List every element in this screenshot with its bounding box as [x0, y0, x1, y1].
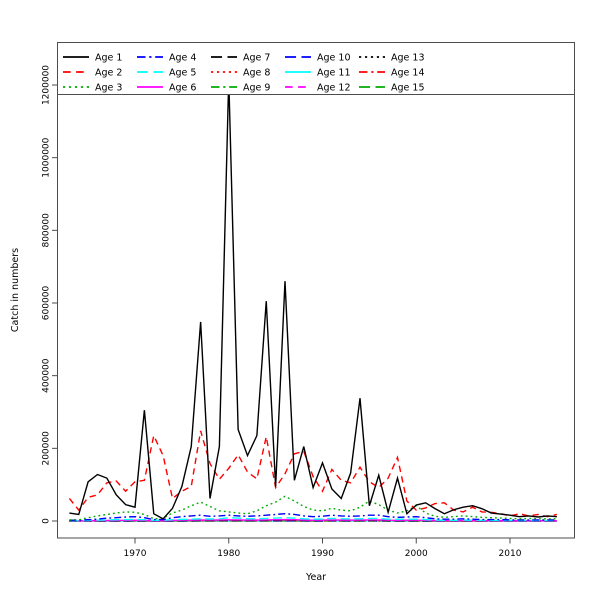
legend-box: [57, 42, 575, 95]
chart-legend: Age 1 Age 2 Age 3 Age 4 Age 5 Age 6 Age 7 Age 8…: [57, 42, 575, 95]
series-line-age-3: [69, 495, 557, 521]
series-layer: [68, 78, 558, 522]
y-tick-label: 1000000: [42, 137, 52, 177]
legend-entry-age-11: Age 11: [285, 68, 350, 79]
legend-label: Age 15: [391, 83, 424, 94]
legend-entry-age-4: Age 4: [137, 53, 196, 64]
legend-entry-age-12: Age 12: [285, 83, 350, 94]
x-tick-label: 2010: [499, 549, 522, 559]
legend-label: Age 6: [169, 83, 196, 94]
legend-entry-age-14: Age 14: [359, 68, 424, 79]
legend-label: Age 7: [243, 53, 270, 64]
legend-label: Age 3: [95, 83, 122, 94]
legend-entry-age-7: Age 7: [211, 53, 270, 64]
legend-label: Age 10: [317, 53, 350, 64]
x-tick-label: 1970: [124, 549, 147, 559]
y-tick-label: 600000: [42, 286, 52, 321]
y-tick-label: 800000: [42, 213, 52, 248]
legend-entry-age-2: Age 2: [63, 68, 122, 79]
series-line-age-6: [69, 518, 557, 522]
series-line-age-2: [68, 430, 558, 518]
legend-label: Age 1: [95, 53, 122, 64]
x-tick-label: 1990: [311, 549, 334, 559]
x-tick-label: 2000: [405, 549, 428, 559]
legend-label: Age 4: [169, 53, 196, 64]
legend-label: Age 12: [317, 83, 350, 94]
legend-label: Age 14: [391, 68, 424, 79]
legend-entry-age-15: Age 15: [359, 83, 424, 94]
legend-entry-age-5: Age 5: [137, 68, 196, 79]
y-axis: 0 200000 400000 600000 800000 1000000 1200000: [42, 65, 58, 524]
x-axis: 1970 1980 1990 2000 2010: [124, 538, 522, 559]
y-tick-label: 400000: [42, 358, 52, 393]
legend-entry-age-6: Age 6: [137, 83, 196, 94]
legend-label: Age 8: [243, 68, 270, 79]
y-tick-label: 0: [42, 518, 52, 524]
legend-entry-age-13: Age 13: [359, 53, 424, 64]
legend-entry-age-3: Age 3: [63, 83, 122, 94]
legend-label: Age 5: [169, 68, 196, 79]
legend-entry-age-1: Age 1: [63, 53, 122, 64]
legend-label: Age 9: [243, 83, 270, 94]
x-axis-title: Year: [305, 572, 326, 583]
y-axis-title: Catch in numbers: [10, 248, 21, 332]
legend-label: Age 11: [317, 68, 350, 79]
legend-label: Age 2: [95, 68, 122, 79]
series-line-age-4: [69, 513, 557, 521]
legend-entry-age-10: Age 10: [285, 53, 350, 64]
legend-entries: Age 1 Age 2 Age 3 Age 4 Age 5 Age 6 Age 7 Age 8…: [63, 53, 424, 94]
legend-entry-age-8: Age 8: [211, 68, 270, 79]
series-line-age-1: [69, 78, 557, 520]
y-tick-label: 1200000: [42, 65, 52, 105]
legend-label: Age 13: [391, 53, 424, 64]
y-tick-label: 200000: [42, 431, 52, 466]
x-tick-label: 1980: [217, 549, 240, 559]
legend-entry-age-9: Age 9: [211, 83, 270, 94]
